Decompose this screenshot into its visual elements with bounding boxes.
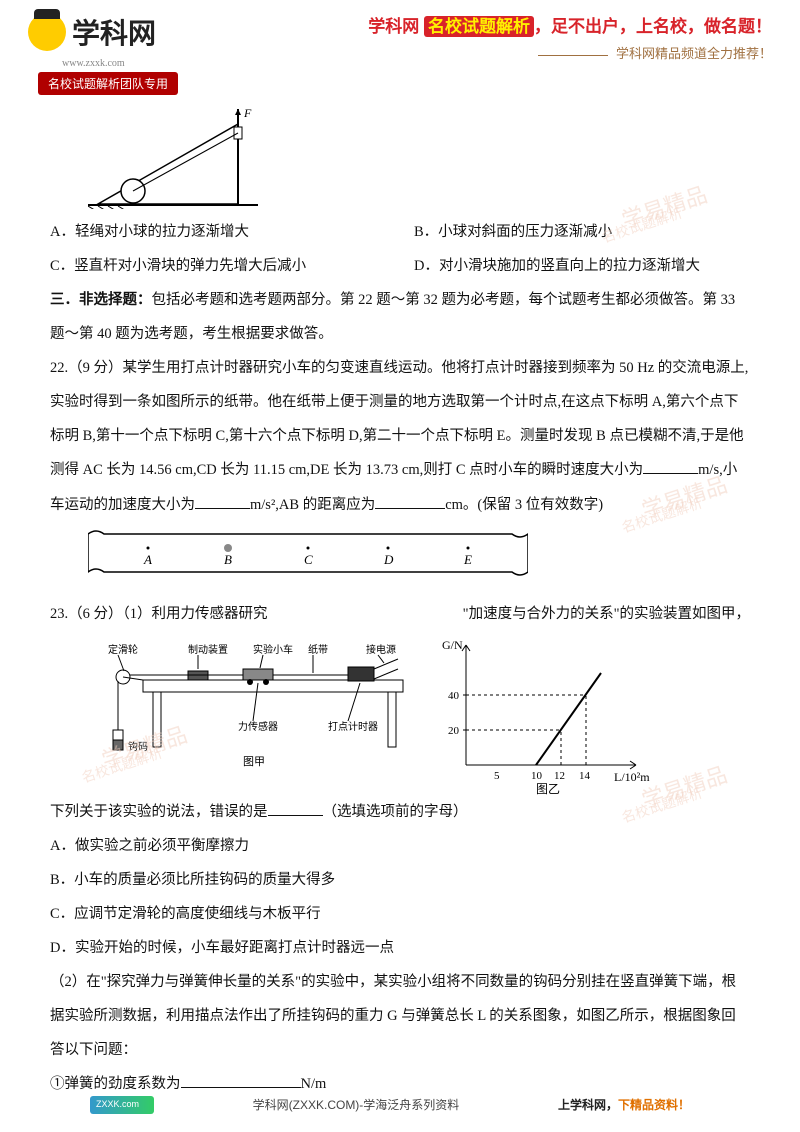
- svg-text:D: D: [383, 552, 394, 567]
- svg-text:C: C: [304, 552, 313, 567]
- q21-row2: C．竖直杆对小滑块的弹力先增大后减小 D．对小滑块施加的竖直向上的拉力逐渐增大: [50, 249, 750, 283]
- logo-icon: [28, 13, 66, 51]
- svg-text:图甲: 图甲: [243, 755, 265, 768]
- inclined-diagram: F: [88, 109, 258, 209]
- page-header: 学科网 www.zxxk.com 名校试题解析团队专用 学科网 名校试题解析，足…: [0, 0, 800, 99]
- q23-opt-b: B．小车的质量必须比所挂钩码的质量大得多: [50, 863, 750, 897]
- svg-text:定滑轮: 定滑轮: [108, 643, 138, 656]
- q22-u3: cm。(保留 3 位有效数字): [445, 497, 603, 513]
- banner-sub: 学科网精品频道全力推荐！: [368, 43, 772, 62]
- blank[interactable]: [268, 800, 323, 816]
- content: F A．轻绳对小球的拉力逐渐增大 B．小球对斜面的压力逐渐减小 C．竖直杆对小滑…: [0, 99, 800, 1101]
- svg-text:接电源: 接电源: [366, 643, 396, 656]
- svg-text:20: 20: [448, 725, 460, 737]
- banner-brand: 学科网: [368, 17, 419, 36]
- apparatus-diagram: 定滑轮 制动装置 实验小车 纸带 接电源 钩码 力传感器 打点计时器 图甲: [88, 635, 418, 775]
- q21-opt-a: A．轻绳对小球的拉力逐渐增大: [50, 215, 414, 249]
- blank[interactable]: [181, 1072, 301, 1088]
- graph-g-l: G/N L/10²m 40 20 5 10 12 14 图乙: [436, 635, 656, 795]
- footer-center: 学科网(ZXXK.COM)-学海泛舟系列资料: [253, 1096, 460, 1114]
- q21-opt-b: B．小球对斜面的压力逐渐减小: [414, 215, 612, 249]
- blank[interactable]: [195, 493, 250, 509]
- banner-tail: ，足不出户，上名校，做名题！: [534, 17, 772, 36]
- page-footer: 学科网(ZXXK.COM)-学海泛舟系列资料 上学科网，下精品资料！: [0, 1096, 800, 1114]
- footer-right: 上学科网，下精品资料！: [558, 1096, 690, 1114]
- svg-text:打点计时器: 打点计时器: [328, 720, 378, 733]
- svg-text:力传感器: 力传感器: [238, 720, 278, 733]
- q22-u2: m/s²,AB 的距离应为: [250, 497, 375, 513]
- q23-prompt: 下列关于该实验的说法，错误的是（选填选项前的字母）: [50, 795, 750, 829]
- q23-opt-c: C．应调节定滑轮的高度使细线与木板平行: [50, 897, 750, 931]
- q23-head: 23.（6 分）（1）利用力传感器研究: [50, 597, 268, 631]
- logo-text: 学科网: [72, 12, 156, 52]
- blank[interactable]: [375, 493, 445, 509]
- svg-text:纸带: 纸带: [308, 643, 328, 656]
- team-badge: 名校试题解析团队专用: [38, 72, 178, 95]
- section3-heading: 三．非选择题：三．非选择题：包括必考题和选考题两部分。第 22 题～第 32 题…: [50, 283, 750, 351]
- svg-text:40: 40: [448, 690, 460, 702]
- svg-text:制动装置: 制动装置: [188, 643, 228, 656]
- svg-text:14: 14: [579, 770, 591, 782]
- svg-text:图乙: 图乙: [536, 782, 560, 795]
- q22-text: 22.（9 分）某学生用打点计时器研究小车的匀变速直线运动。他将打点计时器接到频…: [50, 351, 750, 521]
- logo-url: www.zxxk.com: [62, 58, 125, 69]
- svg-text:5: 5: [494, 770, 500, 782]
- svg-text:E: E: [463, 552, 472, 567]
- svg-text:L/10²m: L/10²m: [614, 770, 650, 784]
- q23-part2: （2）在"探究弹力与弹簧伸长量的关系"的实验中，某实验小组将不同数量的钩码分别挂…: [50, 965, 750, 1067]
- banner: 学科网 名校试题解析，足不出户，上名校，做名题！ 学科网精品频道全力推荐！: [368, 12, 772, 62]
- q21-opt-c: C．竖直杆对小滑块的弹力先增大后减小: [50, 249, 414, 283]
- blank[interactable]: [643, 459, 698, 475]
- q23-head-tail: "加速度与合外力的关系"的实验装置如图甲，: [463, 597, 750, 631]
- svg-text:实验小车: 实验小车: [253, 643, 293, 656]
- q23-opt-d: D．实验开始的时候，小车最好距离打点计时器远一点: [50, 931, 750, 965]
- q21-opt-d: D．对小滑块施加的竖直向上的拉力逐渐增大: [414, 249, 700, 283]
- q21-row1: A．轻绳对小球的拉力逐渐增大 B．小球对斜面的压力逐渐减小: [50, 215, 750, 249]
- svg-text:12: 12: [554, 770, 565, 782]
- svg-text:G/N: G/N: [442, 638, 463, 652]
- svg-text:B: B: [224, 552, 232, 567]
- tape-diagram: A B C D E: [88, 528, 528, 578]
- svg-text:钩码: 钩码: [128, 741, 148, 753]
- force-label: F: [243, 109, 252, 120]
- logo: 学科网: [28, 12, 178, 52]
- svg-text:10: 10: [531, 770, 543, 782]
- q23-opt-a: A．做实验之前必须平衡摩擦力: [50, 829, 750, 863]
- banner-highlight: 名校试题解析: [424, 16, 534, 37]
- footer-logo-icon: [90, 1096, 154, 1114]
- svg-text:A: A: [143, 552, 152, 567]
